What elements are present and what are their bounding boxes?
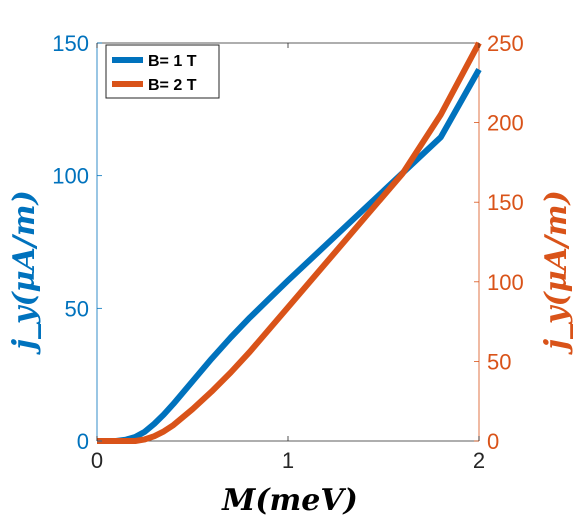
right-y-axis-label: j_y(μA/m) <box>539 190 574 355</box>
right-tick-label: 0 <box>487 429 499 454</box>
left-tick-label: 100 <box>52 164 89 189</box>
left-tick-label: 0 <box>77 429 89 454</box>
left-y-axis-label: j_y(μA/m) <box>7 190 42 355</box>
right-tick-label: 50 <box>487 349 511 374</box>
right-tick-label: 100 <box>487 270 524 295</box>
legend: B= 1 T B= 2 T <box>105 44 220 99</box>
x-axis: 0 1 2 <box>91 43 485 473</box>
series-layer <box>97 41 482 444</box>
right-tick-label: 250 <box>487 31 524 56</box>
left-y-axis: 0 50 100 150 <box>52 31 102 454</box>
left-tick-label: 50 <box>65 296 89 321</box>
legend-box <box>105 44 220 99</box>
x-tick-label: 2 <box>473 448 485 473</box>
right-tick-label: 200 <box>487 111 524 136</box>
series-line-2 <box>97 41 482 444</box>
left-tick-label: 150 <box>52 31 89 56</box>
legend-label-b1: B= 1 T <box>148 53 197 70</box>
x-axis-label: M(meV) <box>221 483 358 518</box>
legend-label-b2: B= 2 T <box>148 77 197 94</box>
series-line-1 <box>97 68 482 444</box>
x-tick-label: 0 <box>91 448 103 473</box>
x-tick-label: 1 <box>282 448 294 473</box>
right-y-axis: 0 50 100 150 200 250 <box>474 31 524 454</box>
plot-area <box>96 42 480 442</box>
right-tick-label: 150 <box>487 190 524 215</box>
